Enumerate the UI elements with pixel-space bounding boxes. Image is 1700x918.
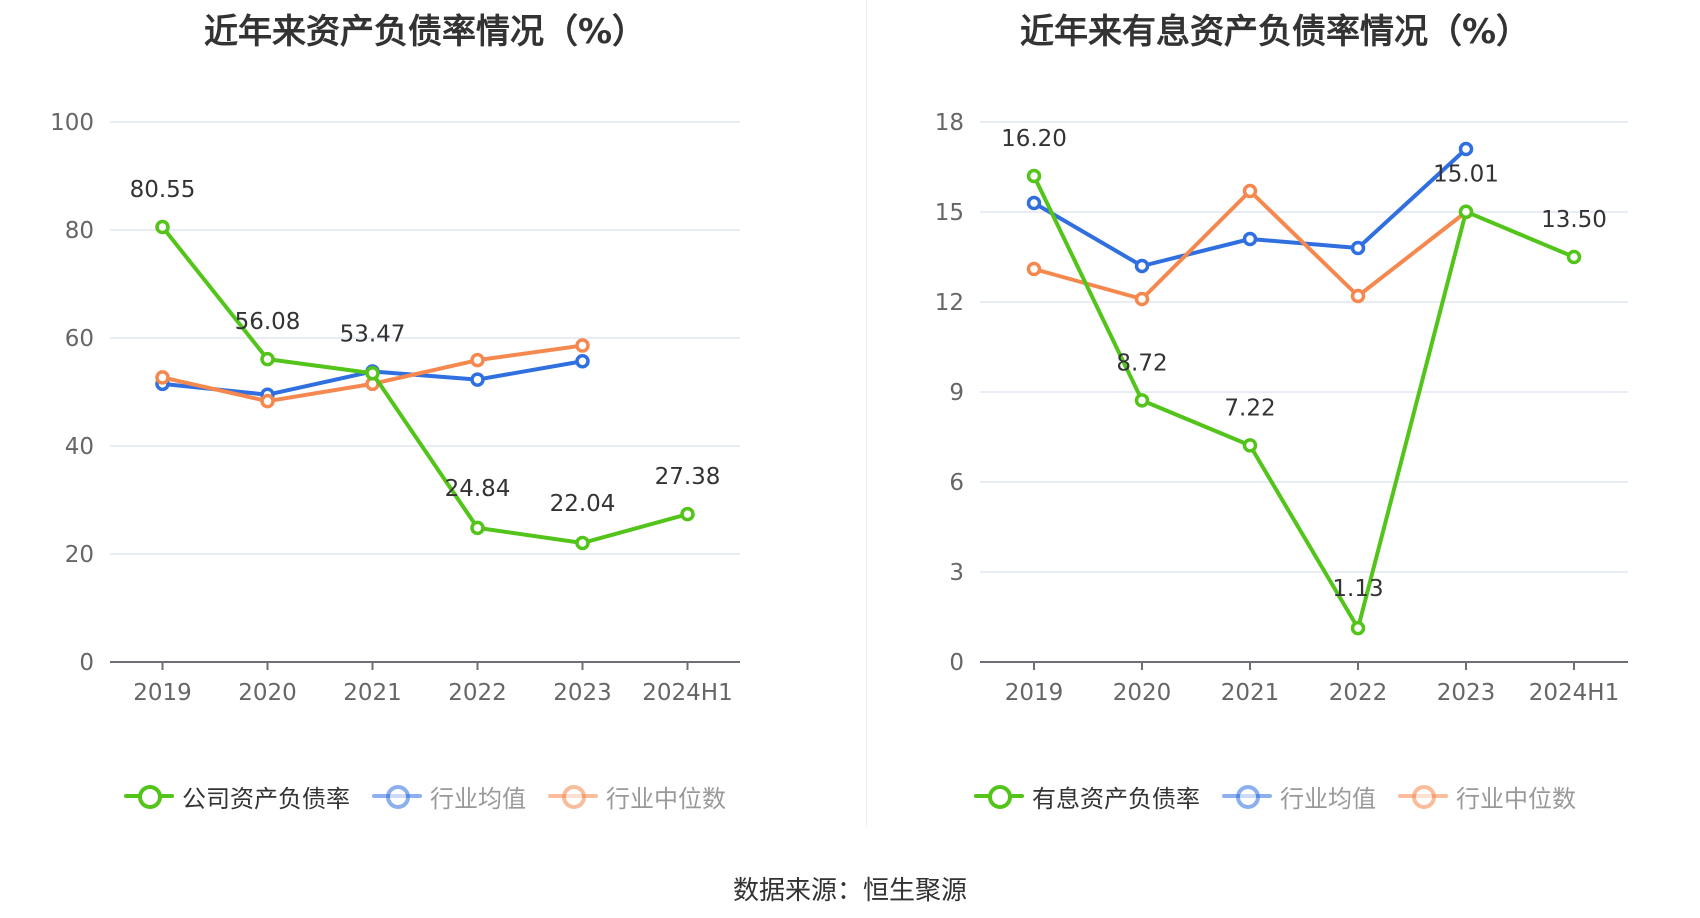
- data-label: 27.38: [655, 464, 721, 490]
- legend: 公司资产负债率 行业均值 行业中位数: [0, 776, 850, 816]
- data-label: 8.72: [1116, 350, 1167, 376]
- data-point[interactable]: [155, 219, 170, 235]
- data-point[interactable]: [1458, 141, 1474, 157]
- legend: 有息资产负债率 行业均值 行业中位数: [850, 776, 1700, 816]
- data-point[interactable]: [470, 372, 485, 387]
- chart-title: 近年来资产负债率情况（%）: [203, 12, 647, 52]
- data-label: 56.08: [235, 309, 301, 335]
- x-tick-label: 2023: [1437, 680, 1496, 706]
- x-tick-label: 2021: [343, 680, 402, 706]
- chart-asset-liability: 0 20 40 60 80 100 2019 2020 2021 2022 2023 2024H1 80…: [50, 110, 740, 706]
- data-point[interactable]: [1134, 258, 1150, 274]
- y-tick-label: 40: [65, 434, 94, 460]
- data-point[interactable]: [1242, 438, 1258, 453]
- data-point[interactable]: [470, 352, 485, 368]
- x-tick-label: 2020: [1113, 680, 1172, 706]
- data-point[interactable]: [365, 366, 380, 381]
- legend-item[interactable]: 公司资产负债率: [124, 779, 350, 814]
- panel-divider: [866, 0, 867, 826]
- data-label: 16.20: [1001, 126, 1067, 152]
- legend-line-marker-icon: [1398, 781, 1448, 811]
- y-tick-label: 12: [935, 290, 964, 316]
- x-tick-label: 2024H1: [642, 680, 732, 706]
- data-point[interactable]: [1350, 288, 1366, 304]
- x-tick-label: 2023: [553, 680, 612, 706]
- x-tick-label: 2024H1: [1529, 680, 1619, 706]
- y-tick-label: 0: [79, 650, 94, 676]
- data-label: 1.13: [1332, 576, 1383, 602]
- data-point[interactable]: [1566, 249, 1582, 265]
- chart-interest-bearing: 0 3 6 9 12 15 18 2019 2020 2021 2022 2023 2024H1 16.2…: [935, 110, 1628, 706]
- chart-panel-asset-liability: 近年来资产负债率情况（%） 0 20 40 60 80 100 2019 2020 2021 20…: [0, 0, 850, 830]
- legend-label: 行业中位数: [1456, 784, 1576, 813]
- data-label: 7.22: [1224, 395, 1275, 421]
- data-point[interactable]: [260, 351, 275, 367]
- data-point[interactable]: [155, 370, 170, 385]
- data-label: 13.50: [1541, 207, 1607, 233]
- data-point[interactable]: [1242, 231, 1258, 247]
- x-tick-label: 2020: [238, 680, 297, 706]
- legend-label: 行业均值: [430, 784, 526, 813]
- data-point[interactable]: [1350, 240, 1366, 256]
- legend-label: 公司资产负债率: [182, 784, 350, 813]
- y-tick-label: 20: [65, 542, 94, 568]
- data-label: 24.84: [445, 476, 511, 502]
- data-point[interactable]: [1242, 183, 1258, 199]
- x-tick-label: 2019: [1005, 680, 1064, 706]
- chart-title: 近年来有息资产负债率情况（%）: [1019, 12, 1531, 52]
- legend-item[interactable]: 行业均值: [1222, 779, 1376, 814]
- x-tick-label: 2022: [1329, 680, 1388, 706]
- legend-label: 行业均值: [1280, 784, 1376, 813]
- x-tick-label: 2021: [1221, 680, 1280, 706]
- data-label: 80.55: [130, 177, 196, 203]
- data-label: 22.04: [550, 491, 616, 517]
- data-point[interactable]: [1026, 195, 1042, 211]
- data-point[interactable]: [1026, 261, 1042, 277]
- y-tick-label: 80: [65, 218, 94, 244]
- data-point[interactable]: [1458, 204, 1474, 219]
- legend-line-marker-icon: [372, 781, 422, 811]
- y-tick-label: 9: [949, 380, 964, 406]
- legend-line-marker-icon: [548, 781, 598, 811]
- x-tick-label: 2022: [448, 680, 507, 706]
- legend-label: 有息资产负债率: [1032, 784, 1200, 813]
- y-tick-label: 100: [50, 110, 94, 136]
- y-tick-label: 60: [65, 326, 94, 352]
- data-point[interactable]: [1134, 393, 1150, 408]
- data-point[interactable]: [575, 535, 590, 551]
- data-label: 53.47: [340, 321, 406, 347]
- y-tick-label: 6: [949, 470, 964, 496]
- data-point[interactable]: [1350, 620, 1366, 636]
- legend-line-marker-icon: [124, 781, 174, 811]
- data-point[interactable]: [1134, 291, 1150, 307]
- data-point[interactable]: [680, 506, 695, 522]
- data-point[interactable]: [1026, 168, 1042, 184]
- legend-line-marker-icon: [1222, 781, 1272, 811]
- y-tick-label: 15: [935, 200, 964, 226]
- data-point[interactable]: [575, 353, 590, 369]
- data-point[interactable]: [575, 338, 590, 353]
- data-source: 数据来源：恒生聚源: [732, 876, 967, 906]
- y-tick-label: 18: [935, 110, 964, 136]
- data-label: 15.01: [1433, 162, 1499, 188]
- series-line: [160, 225, 690, 545]
- data-point[interactable]: [470, 520, 485, 536]
- series-line: [1032, 147, 1468, 268]
- legend-item[interactable]: 行业中位数: [1398, 779, 1576, 814]
- y-tick-label: 3: [949, 560, 964, 586]
- legend-item[interactable]: 行业中位数: [548, 779, 726, 814]
- legend-line-marker-icon: [974, 781, 1024, 811]
- legend-item[interactable]: 有息资产负债率: [974, 779, 1200, 814]
- data-point[interactable]: [260, 393, 275, 409]
- y-tick-label: 0: [949, 650, 964, 676]
- chart-panel-interest-bearing: 近年来有息资产负债率情况（%） 0 3 6 9 12 15 18 2019 2020 2021 20…: [850, 0, 1700, 830]
- x-tick-label: 2019: [133, 680, 192, 706]
- legend-item[interactable]: 行业均值: [372, 779, 526, 814]
- series-line: [1032, 174, 1576, 631]
- legend-label: 行业中位数: [606, 784, 726, 813]
